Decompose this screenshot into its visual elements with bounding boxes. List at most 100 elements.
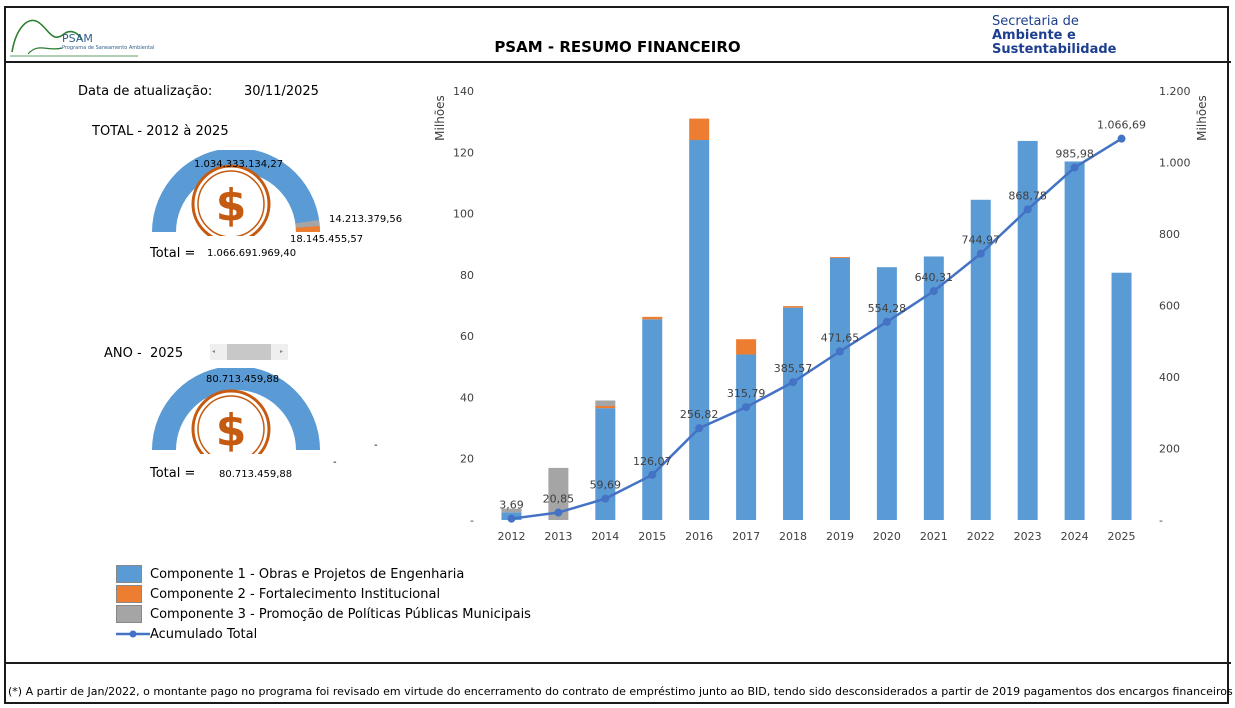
y-left-axis-label: Milhões [433, 95, 447, 141]
bar-2025-component1 [1111, 272, 1132, 520]
footer-divider [4, 662, 1231, 664]
bar-2014-component2 [595, 406, 616, 409]
accumulated-total-line [511, 137, 1123, 520]
accumulated-point-2015 [648, 470, 657, 479]
accumulated-point-2025 [1117, 134, 1126, 143]
legend-label: Componente 3 - Promoção de Políticas Púb… [150, 606, 531, 622]
accumulated-data-label-2014: 59,69 [590, 479, 622, 492]
x-tick-label-2015: 2015 [638, 530, 666, 543]
accumulated-point-2022 [976, 249, 985, 258]
year-scrollbar[interactable]: ◂ ▸ [210, 344, 288, 360]
update-date-label: Data de atualização: [78, 84, 213, 99]
accumulated-data-label-2012: 3,69 [499, 499, 524, 512]
total-gauge-component2-arc [295, 226, 320, 232]
legend-label: Componente 2 - Fortalecimento Institucio… [150, 586, 441, 602]
scroll-right-arrow-icon[interactable]: ▸ [280, 348, 284, 355]
y-left-tick-label: 140 [453, 85, 474, 98]
legend-item-component1: Componente 1 - Obras e Projetos de Engen… [116, 564, 464, 584]
accumulated-point-2013 [554, 508, 563, 517]
x-tick-label-2017: 2017 [732, 530, 760, 543]
y-right-tick-label: - [1159, 514, 1163, 527]
legend-item-accumulated: Acumulado Total [116, 624, 257, 644]
year-gauge: $ [152, 368, 320, 454]
x-tick-label-2013: 2013 [544, 530, 572, 543]
legend-item-component3: Componente 3 - Promoção de Políticas Púb… [116, 604, 531, 624]
year-sum-label: Total = [150, 466, 196, 481]
accumulated-point-2016 [695, 424, 704, 433]
bar-2021-component1 [923, 256, 944, 520]
scroll-left-arrow-icon[interactable]: ◂ [212, 348, 216, 355]
accumulated-data-label-2021: 640,31 [915, 271, 954, 284]
accumulated-data-label-2013: 20,85 [543, 493, 575, 506]
y-left-tick-label: 20 [460, 453, 474, 466]
secretaria-logo-line3: Sustentabilidade [992, 42, 1117, 57]
total-gauge-component1-arc [152, 150, 320, 232]
accumulated-point-2012 [507, 514, 516, 523]
accumulated-data-label-2016: 256,82 [680, 408, 719, 421]
secretaria-logo-line1: Secretaria de [992, 14, 1079, 29]
accumulated-data-label-2022: 744,97 [962, 234, 1001, 247]
bar-2014-component3 [595, 400, 616, 407]
y-right-tick-label: 800 [1159, 228, 1180, 241]
secretaria-logo-line2: Ambiente e [992, 28, 1076, 43]
x-tick-label-2014: 2014 [591, 530, 619, 543]
report-frame [4, 6, 1229, 704]
legend-label: Componente 1 - Obras e Projetos de Engen… [150, 566, 465, 582]
bar-2014-component1 [595, 408, 616, 520]
y-left-tick-label: 120 [453, 146, 474, 159]
x-tick-label-2016: 2016 [685, 530, 713, 543]
year-component3-value: - [333, 457, 337, 468]
bar-2019-component1 [829, 258, 850, 520]
y-left-tick-label: - [470, 514, 474, 527]
accumulated-point-2018 [789, 378, 798, 387]
year-scroll-thumb[interactable] [227, 344, 271, 360]
accumulated-point-2021 [929, 287, 938, 296]
y-right-tick-label: 400 [1159, 371, 1180, 384]
bar-2015-component2 [642, 316, 663, 320]
bar-2023-component1 [1017, 140, 1038, 520]
x-tick-label-2019: 2019 [826, 530, 854, 543]
bar-2022-component1 [970, 199, 991, 520]
accumulated-point-2014 [601, 494, 610, 503]
x-tick-label-2020: 2020 [873, 530, 901, 543]
accumulated-point-2024 [1070, 163, 1079, 172]
update-date-value: 30/11/2025 [244, 84, 319, 99]
y-left-tick-label: 60 [460, 330, 474, 343]
x-tick-label-2024: 2024 [1061, 530, 1089, 543]
total-gauge: $ [152, 150, 320, 236]
psam-logo [10, 19, 138, 57]
bar-2018-component1 [783, 307, 804, 520]
accumulated-data-label-2018: 385,57 [774, 362, 813, 375]
x-tick-label-2012: 2012 [497, 530, 525, 543]
accumulated-data-label-2019: 471,65 [821, 331, 860, 344]
footer-note: (*) A partir de Jan/2022, o montante pag… [8, 685, 1235, 698]
chart-bars [501, 118, 1132, 520]
chart-axes: 2012 2013 2014 2015 2016 2017 2018 2019 2020 2021… [433, 85, 1209, 543]
psam-logo-subtext: Programa de Saneamento Ambiental [62, 45, 155, 51]
accumulated-point-2020 [882, 317, 891, 326]
accumulated-data-label-2023: 868,78 [1008, 189, 1047, 202]
bar-2017-component2 [736, 339, 757, 355]
legend-label: Acumulado Total [150, 626, 258, 642]
year-label: ANO - [104, 346, 142, 361]
total-period-label: TOTAL - 2012 à 2025 [92, 124, 229, 139]
year-component2-value: - [374, 440, 378, 451]
bar-2012-component3 [501, 508, 522, 513]
total-sum-value: 1.066.691.969,40 [207, 248, 297, 259]
y-right-axis-label: Milhões [1195, 95, 1209, 141]
accumulated-point-2019 [835, 347, 844, 356]
bar-2016-component1 [689, 140, 710, 520]
accumulated-data-label-2017: 315,79 [727, 387, 766, 400]
engineering-icon [116, 565, 142, 583]
psam-logo-text: PSAM [62, 32, 93, 45]
accumulated-data-label-2025: 1.066,69 [1097, 119, 1146, 132]
year-component1-value: 80.713.459,88 [206, 374, 280, 385]
svg-text:$: $ [216, 405, 247, 454]
year-value: 2025 [150, 346, 184, 361]
y-left-tick-label: 80 [460, 269, 474, 282]
bar-2016-component2 [689, 118, 710, 141]
bar-2019-component2 [829, 257, 850, 259]
y-left-tick-label: 100 [453, 208, 474, 221]
x-tick-label-2023: 2023 [1014, 530, 1042, 543]
